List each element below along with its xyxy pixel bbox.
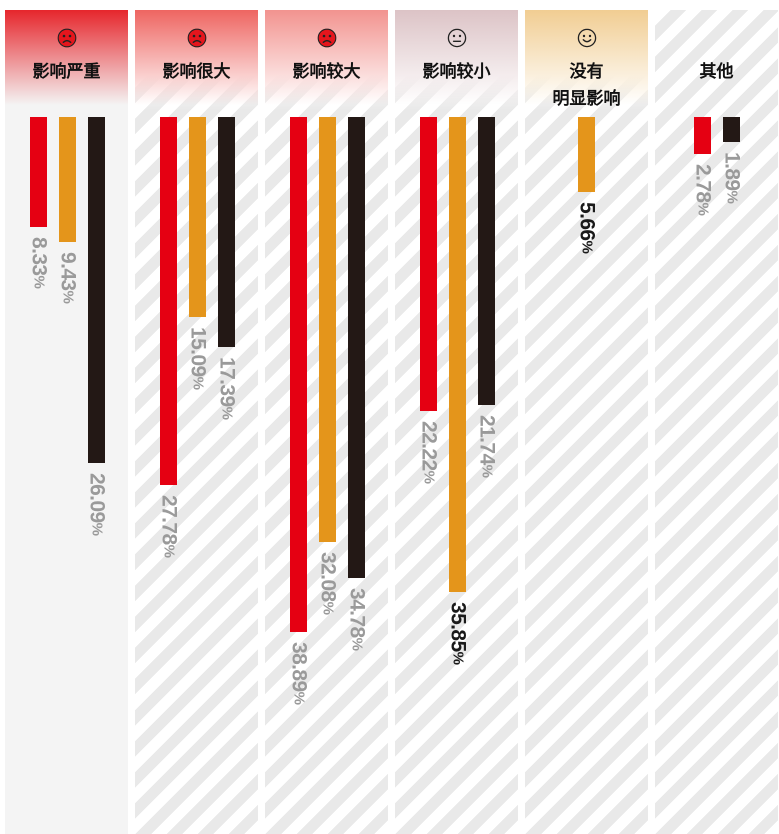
value-label-col5-series2: 5.66% <box>575 202 599 253</box>
bar-group: 5.66% <box>525 10 648 834</box>
bar-col3-series2 <box>319 117 336 542</box>
percent-sign: % <box>218 406 236 420</box>
column-no-obvious-impact: 没有 明显影响 5.66% <box>525 10 648 834</box>
bar-group: 2.78% 1.89% <box>655 10 778 834</box>
value-label-col3-series3: 34.78% <box>345 588 369 650</box>
percent-sign: % <box>88 522 106 536</box>
percent-sign: % <box>694 202 712 216</box>
percent-sign: % <box>30 275 48 289</box>
value-label-col2-series2: 15.09% <box>186 327 210 389</box>
bar-col4-series1 <box>420 117 437 411</box>
value-label-col4-series1: 22.22% <box>417 421 441 483</box>
bar-col2-series1 <box>160 117 177 485</box>
bar-col2-series3 <box>218 117 235 347</box>
value-number: 34.78 <box>345 588 369 638</box>
bar-col4-series3 <box>478 117 495 405</box>
percent-sign: % <box>290 691 308 705</box>
bar-col1-series1 <box>30 117 47 227</box>
percent-sign: % <box>723 190 741 204</box>
sad-face-icon <box>57 28 77 48</box>
column-header-tint <box>135 10 258 110</box>
value-label-col1-series2: 9.43% <box>56 252 80 303</box>
category-label: 影响严重 <box>32 62 101 82</box>
value-number: 2.78 <box>691 164 715 203</box>
sad-face-icon <box>317 28 337 48</box>
percent-sign: % <box>420 470 438 484</box>
bar-group: 27.78% 15.09% 17.39% <box>135 10 258 834</box>
value-number: 21.74 <box>475 415 499 465</box>
value-number: 15.09 <box>186 327 210 377</box>
value-label-col6-series3: 1.89% <box>720 152 744 203</box>
bar-col6-series3 <box>723 117 740 142</box>
column-header-tint <box>395 10 518 110</box>
percent-sign: % <box>449 651 467 665</box>
bar-col1-series2 <box>59 117 76 242</box>
value-label-col2-series1: 27.78% <box>157 495 181 557</box>
bar-group: 22.22% 35.85% 21.74% <box>395 10 518 834</box>
smile-face-icon <box>577 28 597 48</box>
value-number: 38.89 <box>287 642 311 692</box>
value-label-col4-series3: 21.74% <box>475 415 499 477</box>
column-header-tint <box>5 10 128 110</box>
percent-sign: % <box>478 464 496 478</box>
category-label: 影响较大 <box>292 62 361 82</box>
value-number: 9.43 <box>56 252 80 291</box>
column-moderate-impact: 影响较大 38.89% 32.08% 34.78% <box>265 10 388 834</box>
percent-sign: % <box>578 240 596 254</box>
category-label: 影响较小 <box>422 62 491 82</box>
value-label-col1-series1: 8.33% <box>27 237 51 288</box>
value-number: 26.09 <box>85 473 109 523</box>
category-label: 其他 <box>699 62 734 82</box>
category-label: 影响很大 <box>162 62 231 82</box>
impact-bar-chart: 影响严重 8.33% 9.43% 26.09% 影响很大 27.78% 15.09% 1… <box>5 10 778 834</box>
bar-col6-series1 <box>694 117 711 154</box>
percent-sign: % <box>160 544 178 558</box>
column-other: 其他 2.78% 1.89% <box>655 10 778 834</box>
value-label-col6-series1: 2.78% <box>691 164 715 215</box>
bar-col4-series2 <box>449 117 466 592</box>
value-label-col3-series1: 38.89% <box>287 642 311 704</box>
value-number: 27.78 <box>157 495 181 545</box>
bar-group: 8.33% 9.43% 26.09% <box>5 10 128 834</box>
value-number: 17.39 <box>215 357 239 407</box>
column-minor-impact: 影响较小 22.22% 35.85% 21.74% <box>395 10 518 834</box>
value-number: 32.08 <box>316 552 340 602</box>
percent-sign: % <box>348 637 366 651</box>
value-label-col2-series3: 17.39% <box>215 357 239 419</box>
column-header-tint <box>265 10 388 110</box>
bar-col5-series2 <box>578 117 595 192</box>
column-large-impact: 影响很大 27.78% 15.09% 17.39% <box>135 10 258 834</box>
bar-col3-series3 <box>348 117 365 578</box>
bar-col3-series1 <box>290 117 307 632</box>
value-label-col1-series3: 26.09% <box>85 473 109 535</box>
value-number: 35.85 <box>446 602 470 652</box>
neutral-face-icon <box>447 28 467 48</box>
category-label: 没有 明显影响 <box>552 62 621 109</box>
percent-sign: % <box>189 376 207 390</box>
percent-sign: % <box>59 290 77 304</box>
sad-face-icon <box>187 28 207 48</box>
column-header-tint <box>525 10 648 110</box>
value-number: 5.66 <box>575 202 599 241</box>
value-label-col4-series2: 35.85% <box>446 602 470 664</box>
value-number: 1.89 <box>720 152 744 191</box>
percent-sign: % <box>319 601 337 615</box>
value-number: 22.22 <box>417 421 441 471</box>
bar-col1-series3 <box>88 117 105 463</box>
bar-group: 38.89% 32.08% 34.78% <box>265 10 388 834</box>
value-label-col3-series2: 32.08% <box>316 552 340 614</box>
column-severe-impact: 影响严重 8.33% 9.43% 26.09% <box>5 10 128 834</box>
value-number: 8.33 <box>27 237 51 276</box>
bar-col2-series2 <box>189 117 206 317</box>
